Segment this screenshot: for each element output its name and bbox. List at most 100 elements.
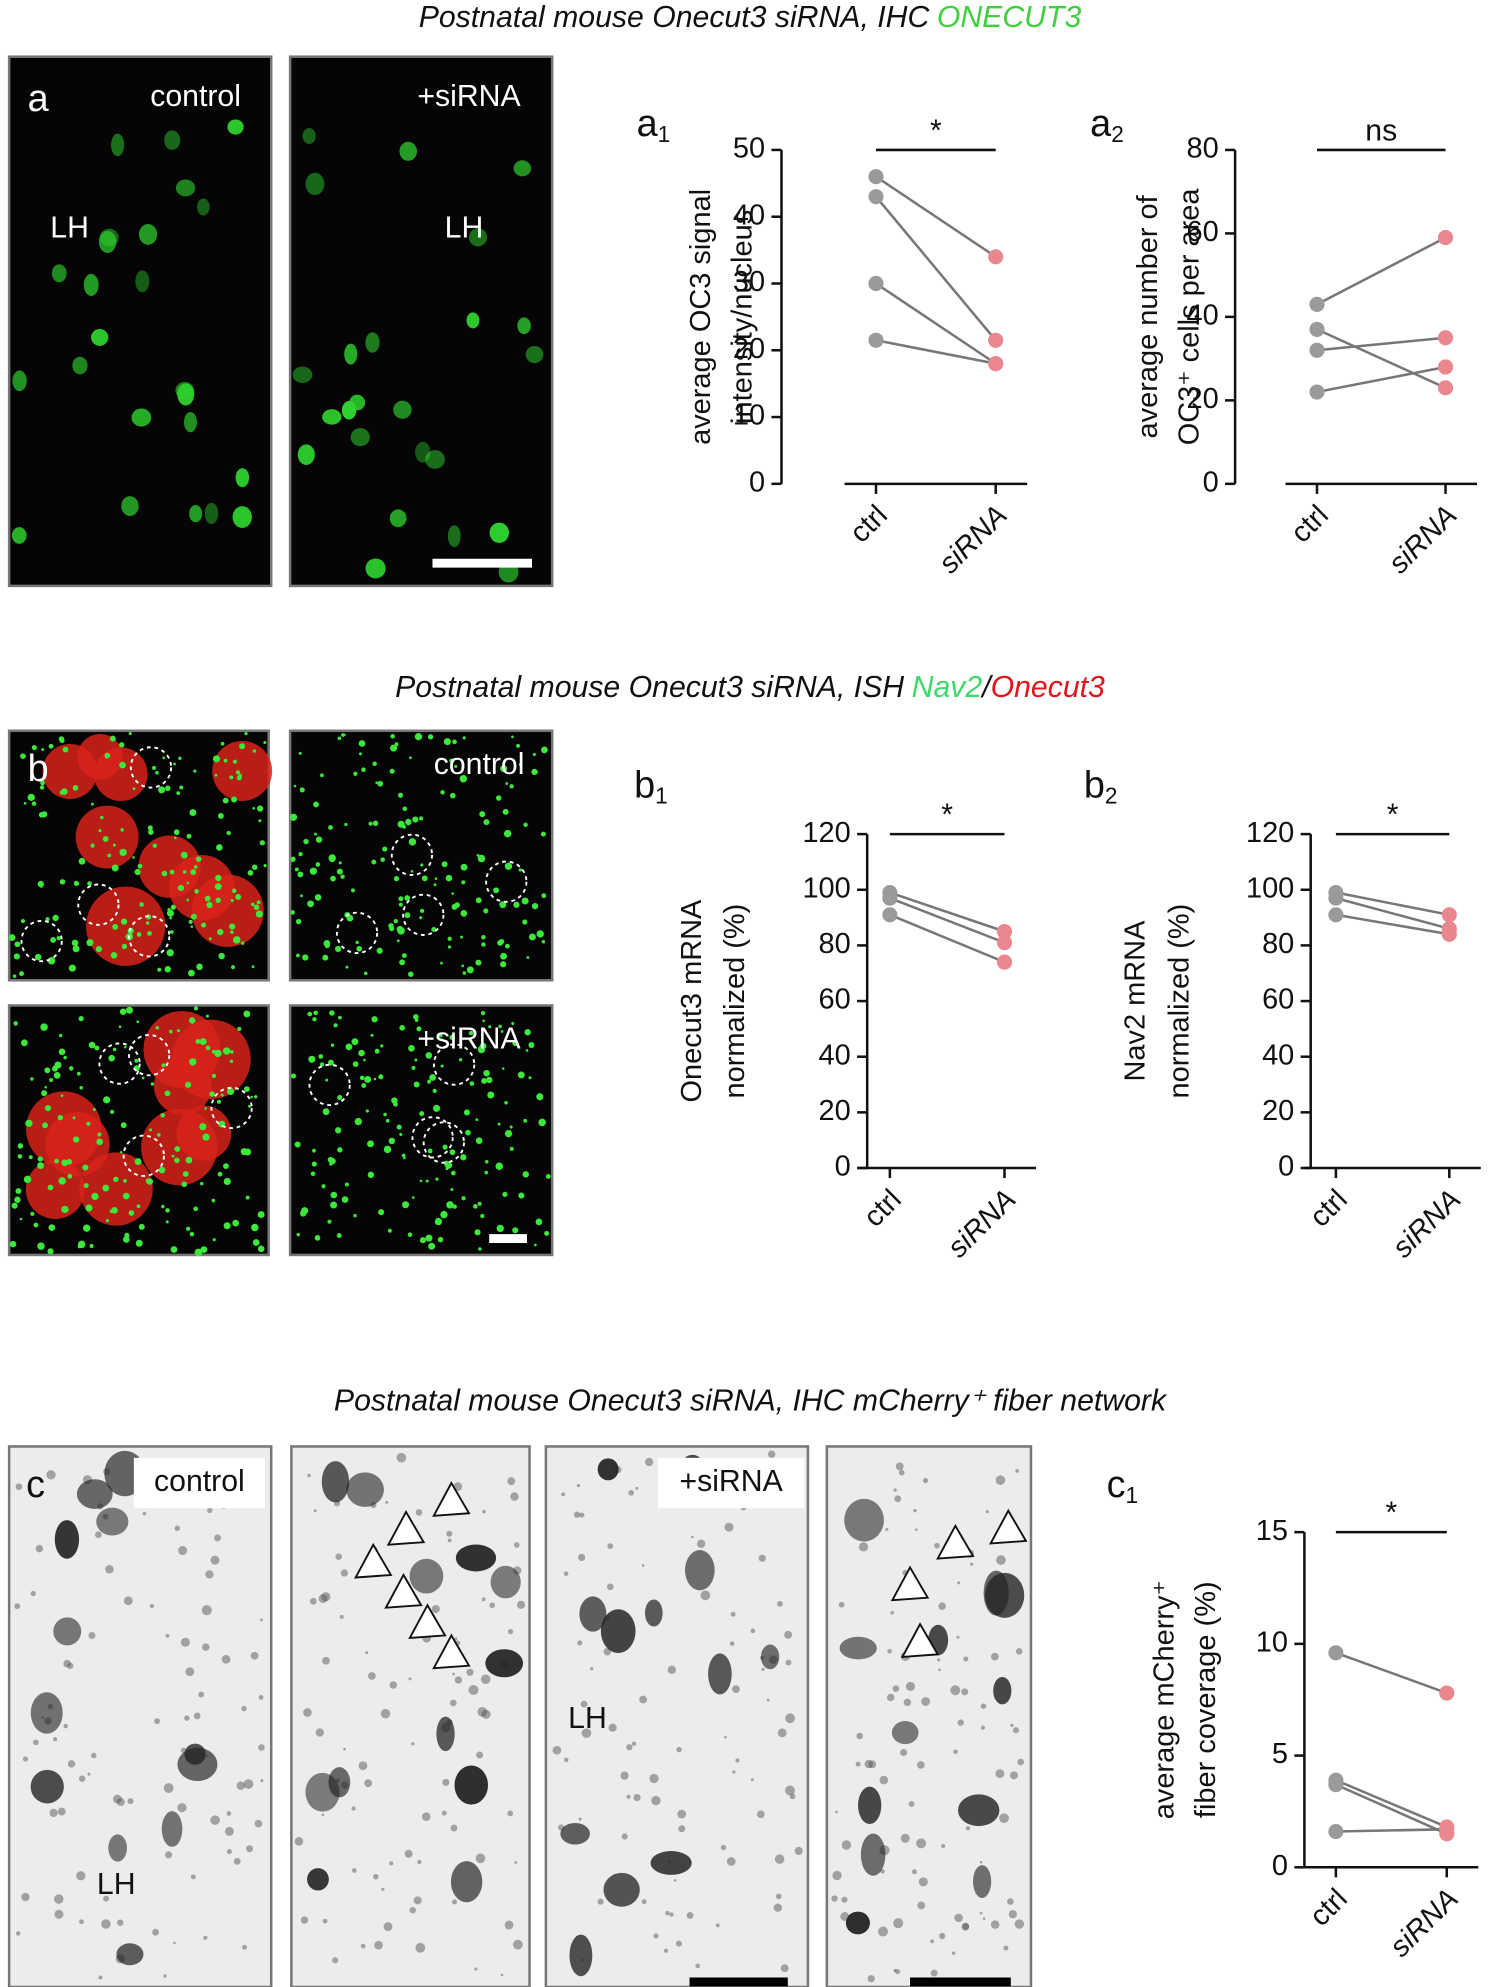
green-dot (103, 1096, 111, 1104)
speck (57, 1807, 66, 1816)
green-dot (541, 746, 548, 754)
speck (415, 1942, 426, 1953)
speck (930, 1939, 935, 1944)
pair-line (1335, 891, 1450, 917)
green-dot (504, 862, 513, 870)
speck (951, 1951, 956, 1955)
green-dot (119, 761, 126, 769)
green-dot (383, 1145, 392, 1154)
green-dot (319, 1062, 325, 1067)
green-dot (145, 1178, 151, 1184)
green-dot (69, 1066, 74, 1071)
green-dot (118, 1025, 122, 1028)
green-dot (522, 919, 528, 925)
green-dot (91, 1192, 99, 1201)
green-dot (425, 1234, 433, 1242)
green-dot (414, 1058, 418, 1062)
green-dot (220, 741, 225, 746)
green-dot (165, 1208, 170, 1213)
green-dot (380, 857, 385, 862)
green-dot (351, 1038, 359, 1046)
green-dot (44, 1067, 51, 1074)
speck (309, 1597, 317, 1605)
green-dot (13, 953, 20, 960)
green-dot (240, 941, 245, 945)
green-dot (82, 1164, 89, 1171)
speck (726, 1857, 736, 1866)
green-dot (454, 764, 458, 768)
speck (578, 1553, 586, 1562)
speck (665, 1910, 670, 1916)
speck (878, 1926, 888, 1937)
green-dot (216, 1099, 222, 1104)
speck (777, 1600, 783, 1607)
green-dot (410, 870, 414, 873)
cell (54, 1520, 80, 1559)
data-point (996, 954, 1013, 970)
significance: * (1385, 1496, 1397, 1529)
y-tick-label: 40 (819, 1039, 851, 1071)
green-dot (509, 784, 514, 789)
green-dot (388, 1137, 396, 1145)
green-dot (419, 1111, 425, 1117)
green-dot (173, 836, 177, 840)
speck (587, 1707, 591, 1711)
green-dot (295, 918, 302, 925)
panel-sub: 1 (658, 121, 671, 147)
panel-letter: b (634, 764, 655, 806)
green-dot (402, 825, 406, 829)
green-dot (17, 1154, 23, 1159)
arrowhead (936, 1523, 975, 1560)
speck (957, 1719, 964, 1726)
cell (51, 264, 67, 283)
green-dot (14, 941, 21, 948)
green-dot (132, 787, 136, 791)
cell (138, 223, 158, 245)
arrowhead (890, 1565, 930, 1602)
green-dot (342, 733, 346, 737)
cell (454, 1765, 489, 1805)
green-dot (251, 1223, 259, 1232)
speck (954, 1913, 963, 1923)
cell (644, 1599, 663, 1627)
green-dot (47, 1248, 54, 1255)
section-title: Postnatal mouse Onecut3 siRNA, IHC mCher… (334, 1384, 1168, 1417)
cell (76, 1479, 113, 1509)
green-dot (15, 1188, 22, 1195)
green-dot (397, 927, 405, 935)
speck (507, 1477, 516, 1486)
green-dot (19, 971, 24, 977)
chart: a1 average OC3 signal intensity/nucleus 0 10… (637, 103, 1028, 580)
green-dot (151, 765, 157, 770)
speck (154, 1718, 161, 1725)
green-dot (443, 1160, 450, 1166)
green-dot (193, 769, 197, 773)
green-dot (109, 735, 116, 742)
speck (112, 1794, 122, 1804)
pair-line (875, 339, 996, 365)
speck (163, 1783, 174, 1793)
speck (1017, 1758, 1025, 1766)
speck (576, 1483, 581, 1488)
green-dot (37, 880, 44, 888)
green-dot (110, 952, 118, 959)
pair-line (889, 913, 1005, 964)
green-dot (90, 802, 94, 806)
green-dot (318, 1054, 324, 1059)
green-dot (408, 838, 417, 846)
green-dot (45, 917, 50, 922)
green-dot (164, 966, 171, 973)
data-point (988, 356, 1004, 372)
green-dot (329, 856, 335, 863)
green-dot (63, 1055, 67, 1060)
green-dot (302, 954, 309, 961)
green-dot (511, 735, 514, 739)
speck (777, 1728, 787, 1738)
green-dot (251, 965, 255, 969)
speck (696, 1539, 706, 1548)
speck (174, 1525, 181, 1531)
green-dot (245, 1195, 250, 1200)
panel-sub: 1 (1125, 1482, 1138, 1508)
green-dot (314, 832, 317, 836)
